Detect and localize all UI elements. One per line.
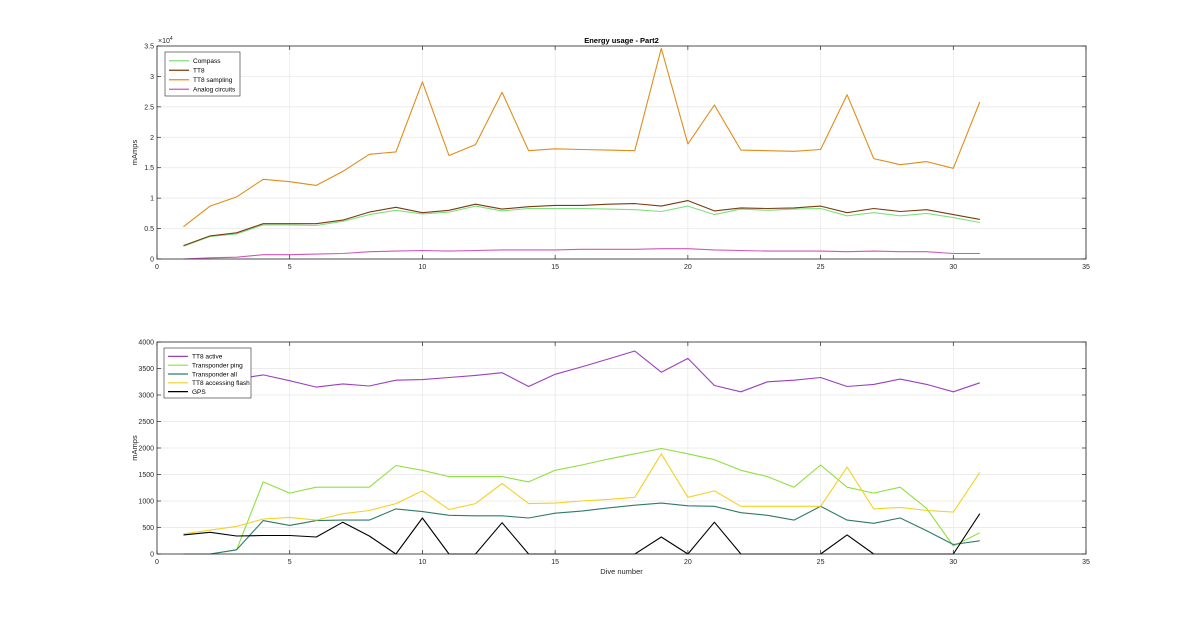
x-tick-label: 5 (288, 264, 292, 271)
y-tick-label: 1 (150, 196, 154, 203)
legend: Compass TT8 TT8 sampling Analog circuits (164, 51, 241, 97)
series-line-tt8-sampling (183, 47, 981, 228)
y-exponent-power: 4 (170, 36, 173, 42)
x-tick-label: 20 (684, 264, 692, 271)
y-tick-label: 0 (150, 257, 154, 264)
series-line-analog-circuits (183, 248, 980, 260)
y-axis-label: mAmps (130, 435, 139, 461)
y-tick-label: 3500 (138, 366, 154, 373)
legend-label: GPS (192, 389, 206, 396)
y-tick-label: 1000 (138, 499, 154, 506)
y-exponent-label: ×104 (158, 36, 173, 45)
x-tick-label: 0 (155, 559, 159, 566)
x-tick-label: 25 (817, 559, 825, 566)
y-tick-label: 1.5 (144, 165, 154, 172)
x-tick-label: 15 (551, 264, 559, 271)
axes-box (156, 45, 1087, 260)
y-tick-label: 500 (142, 525, 154, 532)
x-tick-label: 10 (419, 264, 427, 271)
x-tick-label: 20 (684, 559, 692, 566)
legend-label: Compass (193, 58, 221, 65)
y-axis-label: mAmps (130, 140, 139, 166)
x-tick-label: 25 (817, 264, 825, 271)
series-line-tt8-active (183, 350, 980, 399)
y-tick-label: 0.5 (144, 226, 154, 233)
legend-label: TT8 accessing flash (192, 380, 250, 387)
x-tick-label: 10 (419, 559, 427, 566)
y-tick-label: 2 (150, 135, 154, 142)
chart-title: Energy usage - Part2 (584, 36, 659, 45)
x-tick-label: 35 (1082, 264, 1090, 271)
chart-2: 0 5 10 15 20 25 30 35 0 500 1000 1500 2000 2500 3000 35… (130, 340, 1090, 577)
y-tick-label: 4000 (138, 340, 154, 347)
y-tick-label: 0 (150, 552, 154, 559)
legend-label: TT8 (193, 68, 205, 75)
plot-area (157, 46, 1086, 259)
y-tick-label: 2500 (138, 419, 154, 426)
legend-label: Analog circuits (193, 87, 236, 94)
legend-label: Transponder all (192, 371, 237, 378)
legend-label: TT8 sampling (193, 77, 233, 84)
y-tick-label: 3.5 (144, 44, 154, 51)
x-axis-label: Dive number (600, 567, 643, 576)
y-tick-label: 1500 (138, 472, 154, 479)
legend-label: TT8 active (192, 354, 223, 361)
series-line-transponder-ping (183, 447, 981, 555)
y-tick-label: 3000 (138, 393, 154, 400)
y-tick-label: 2.5 (144, 104, 154, 111)
series-line-compass (183, 205, 980, 247)
legend-label: Transponder ping (192, 363, 243, 370)
y-tick-label: 3 (150, 74, 154, 81)
series-line-tt8 (183, 200, 980, 247)
x-tick-label: 35 (1082, 559, 1090, 566)
y-tick-label: 2000 (138, 446, 154, 453)
x-tick-label: 0 (155, 264, 159, 271)
x-tick-label: 30 (949, 559, 957, 566)
series-line-tt8-accessing-flash (183, 453, 981, 535)
chart-1: 0 5 10 15 20 25 30 35 0 0.5 1 1.5 2 2.5 3 3.5 ×104 Energy… (130, 36, 1090, 271)
x-tick-label: 5 (288, 559, 292, 566)
x-tick-label: 30 (949, 264, 957, 271)
x-tick-label: 15 (551, 559, 559, 566)
